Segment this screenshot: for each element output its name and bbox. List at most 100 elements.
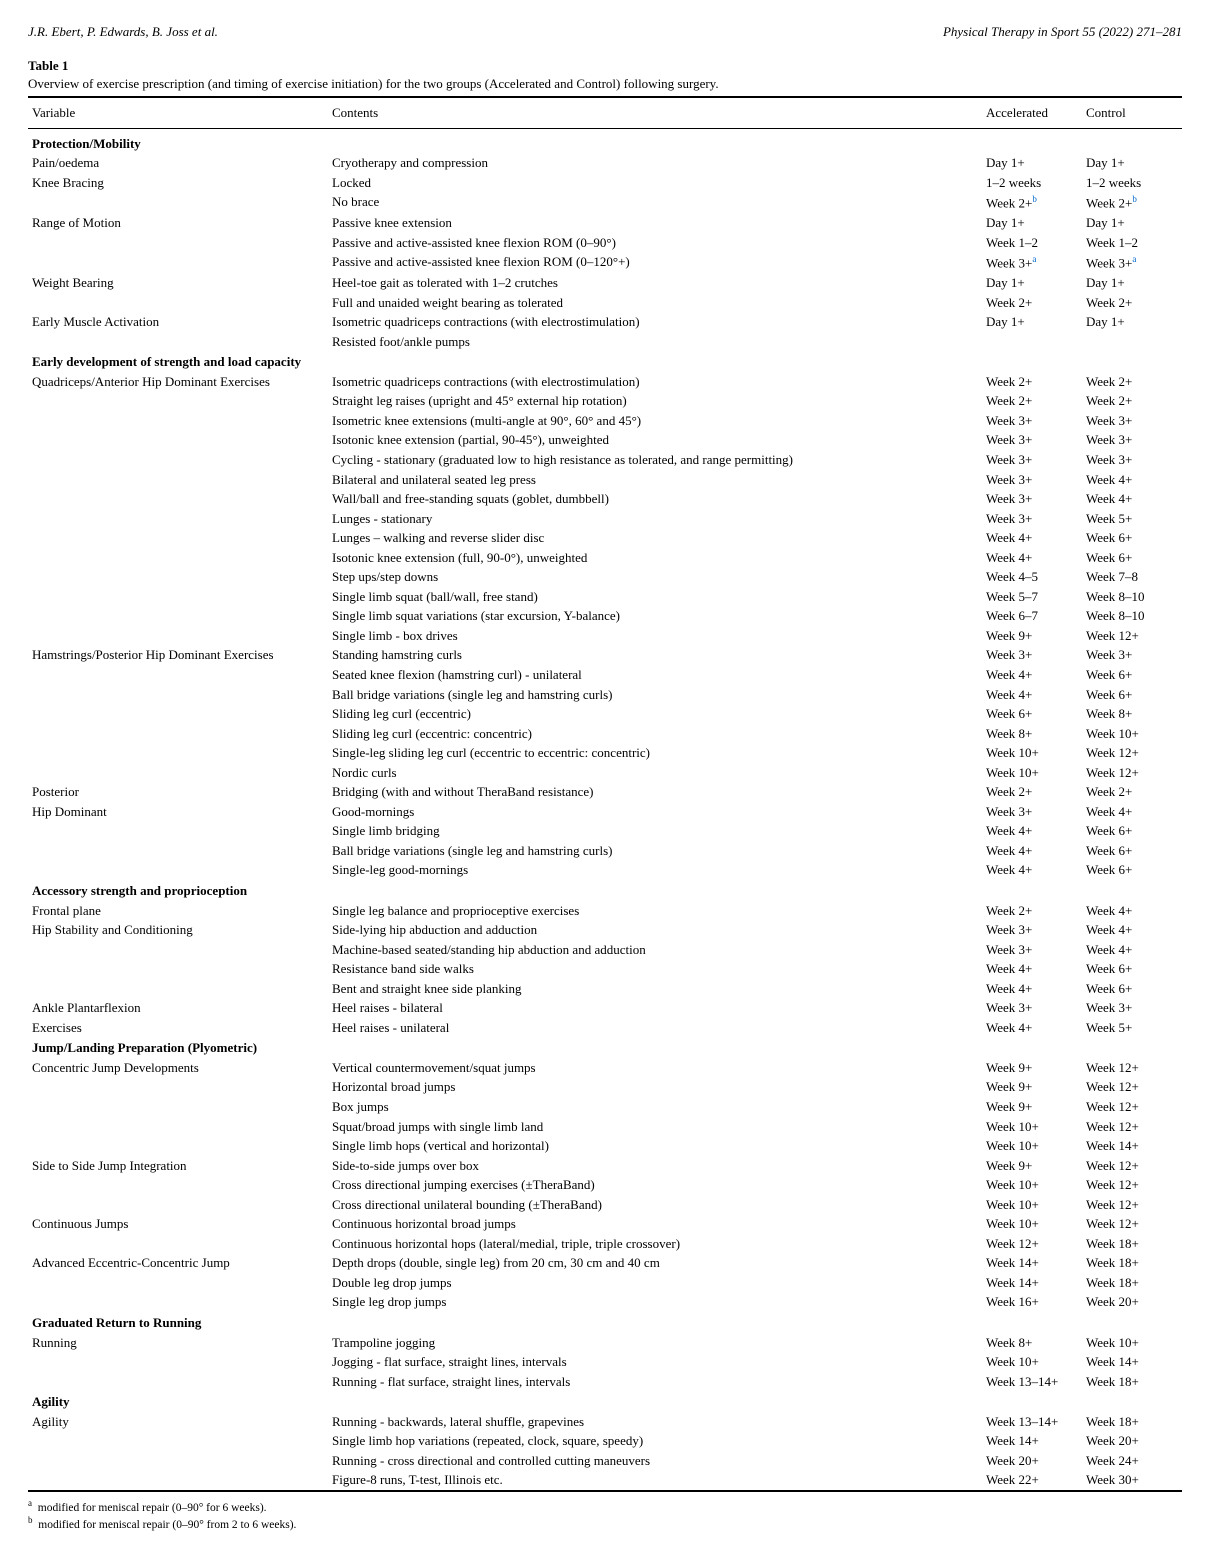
cell-variable	[28, 252, 328, 273]
cell-accelerated: Week 6–7	[982, 606, 1082, 626]
cell-variable	[28, 685, 328, 705]
cell-contents: Isotonic knee extension (full, 90-0°), u…	[328, 548, 982, 568]
cell-variable	[28, 606, 328, 626]
section-title-row: Accessory strength and proprioception	[28, 880, 1182, 901]
table-row: Single limb squat variations (star excur…	[28, 606, 1182, 626]
table-row: Horizontal broad jumpsWeek 9+Week 12+	[28, 1077, 1182, 1097]
cell-contents: Heel raises - bilateral	[328, 998, 982, 1018]
cell-contents: Side-lying hip abduction and adduction	[328, 920, 982, 940]
table-row: Figure-8 runs, T-test, Illinois etc.Week…	[28, 1470, 1182, 1490]
cell-control: Week 4+	[1082, 940, 1182, 960]
cell-variable: Running	[28, 1333, 328, 1353]
cell-control: Week 5+	[1082, 509, 1182, 529]
cell-control: Week 20+	[1082, 1292, 1182, 1312]
table-row: Running - cross directional and controll…	[28, 1451, 1182, 1471]
cell-control: Week 8+	[1082, 704, 1182, 724]
cell-contents: Cross directional unilateral bounding (±…	[328, 1195, 982, 1215]
cell-contents: Single limb bridging	[328, 821, 982, 841]
cell-control: Week 6+	[1082, 821, 1182, 841]
table-row: Single leg drop jumpsWeek 16+Week 20+	[28, 1292, 1182, 1312]
cell-control: Week 3+	[1082, 998, 1182, 1018]
cell-contents: Double leg drop jumps	[328, 1273, 982, 1293]
table-row: Cross directional jumping exercises (±Th…	[28, 1175, 1182, 1195]
cell-control: Week 12+	[1082, 626, 1182, 646]
table-caption: Overview of exercise prescription (and t…	[28, 76, 1182, 92]
footnote-a: a modified for meniscal repair (0–90° fo…	[28, 1498, 1182, 1514]
table-row: Knee BracingLocked1–2 weeks1–2 weeks	[28, 173, 1182, 193]
cell-variable: Posterior	[28, 782, 328, 802]
cell-contents: Passive and active-assisted knee flexion…	[328, 252, 982, 273]
cell-accelerated: Week 14+	[982, 1273, 1082, 1293]
cell-accelerated: Week 2+	[982, 372, 1082, 392]
cell-control: Day 1+	[1082, 153, 1182, 173]
cell-accelerated: Week 1–2	[982, 233, 1082, 253]
table-row: Weight BearingHeel-toe gait as tolerated…	[28, 273, 1182, 293]
cell-control: Week 12+	[1082, 763, 1182, 783]
table-row: Side to Side Jump IntegrationSide-to-sid…	[28, 1156, 1182, 1176]
cell-variable	[28, 763, 328, 783]
table-row: Bilateral and unilateral seated leg pres…	[28, 470, 1182, 490]
cell-accelerated: Week 10+	[982, 1175, 1082, 1195]
cell-accelerated: Week 20+	[982, 1451, 1082, 1471]
table-row: Continuous horizontal hops (lateral/medi…	[28, 1234, 1182, 1254]
cell-variable	[28, 1077, 328, 1097]
cell-control: Week 12+	[1082, 1077, 1182, 1097]
table-row: Seated knee flexion (hamstring curl) - u…	[28, 665, 1182, 685]
table-label: Table 1	[28, 58, 1182, 74]
cell-accelerated: Week 2+	[982, 782, 1082, 802]
cell-accelerated: Week 16+	[982, 1292, 1082, 1312]
cell-accelerated: Week 13–14+	[982, 1372, 1082, 1392]
cell-accelerated: Week 6+	[982, 704, 1082, 724]
cell-variable	[28, 450, 328, 470]
cell-variable	[28, 1372, 328, 1392]
cell-control: Week 18+	[1082, 1273, 1182, 1293]
cell-accelerated: Week 8+	[982, 1333, 1082, 1353]
table-row: Isotonic knee extension (full, 90-0°), u…	[28, 548, 1182, 568]
section-title-row: Protection/Mobility	[28, 129, 1182, 154]
cell-accelerated: Week 10+	[982, 1117, 1082, 1137]
cell-variable	[28, 821, 328, 841]
cell-accelerated: Week 4+	[982, 979, 1082, 999]
cell-accelerated: 1–2 weeks	[982, 173, 1082, 193]
cell-accelerated: Week 3+	[982, 802, 1082, 822]
table-row: PosteriorBridging (with and without Ther…	[28, 782, 1182, 802]
cell-variable: Pain/oedema	[28, 153, 328, 173]
cell-accelerated: Week 4+	[982, 685, 1082, 705]
cell-control: Week 4+	[1082, 920, 1182, 940]
cell-accelerated: Week 3+	[982, 470, 1082, 490]
cell-control: Week 4+	[1082, 489, 1182, 509]
cell-control: Day 1+	[1082, 312, 1182, 332]
table-row: RunningTrampoline joggingWeek 8+Week 10+	[28, 1333, 1182, 1353]
cell-control: Week 6+	[1082, 528, 1182, 548]
cell-variable	[28, 1117, 328, 1137]
cell-control: Week 10+	[1082, 1333, 1182, 1353]
cell-variable	[28, 704, 328, 724]
table-row: Ball bridge variations (single leg and h…	[28, 841, 1182, 861]
cell-variable: Quadriceps/Anterior Hip Dominant Exercis…	[28, 372, 328, 392]
cell-contents: Running - backwards, lateral shuffle, gr…	[328, 1412, 982, 1432]
rule-bottom	[28, 1490, 1182, 1492]
section-title: Protection/Mobility	[28, 129, 1182, 154]
table-row: Lunges – walking and reverse slider disc…	[28, 528, 1182, 548]
cell-accelerated: Week 10+	[982, 743, 1082, 763]
table-row: ExercisesHeel raises - unilateralWeek 4+…	[28, 1018, 1182, 1038]
cell-contents: Isotonic knee extension (partial, 90-45°…	[328, 430, 982, 450]
cell-variable: Hip Stability and Conditioning	[28, 920, 328, 940]
cell-contents: Full and unaided weight bearing as toler…	[328, 293, 982, 313]
cell-control: Week 6+	[1082, 841, 1182, 861]
table-row: Hamstrings/Posterior Hip Dominant Exerci…	[28, 645, 1182, 665]
table-row: Single limb squat (ball/wall, free stand…	[28, 587, 1182, 607]
cell-variable: Agility	[28, 1412, 328, 1432]
running-header: J.R. Ebert, P. Edwards, B. Joss et al. P…	[28, 24, 1182, 40]
cell-control: Week 6+	[1082, 979, 1182, 999]
cell-control: Week 3+	[1082, 450, 1182, 470]
cell-contents: Single limb hops (vertical and horizonta…	[328, 1136, 982, 1156]
cell-contents: Ball bridge variations (single leg and h…	[328, 841, 982, 861]
cell-accelerated: Week 4–5	[982, 567, 1082, 587]
cell-variable	[28, 391, 328, 411]
cell-accelerated: Week 4+	[982, 665, 1082, 685]
cell-control: Week 10+	[1082, 724, 1182, 744]
section-title-row: Early development of strength and load c…	[28, 351, 1182, 372]
cell-control: Week 12+	[1082, 1097, 1182, 1117]
cell-contents: Bent and straight knee side planking	[328, 979, 982, 999]
